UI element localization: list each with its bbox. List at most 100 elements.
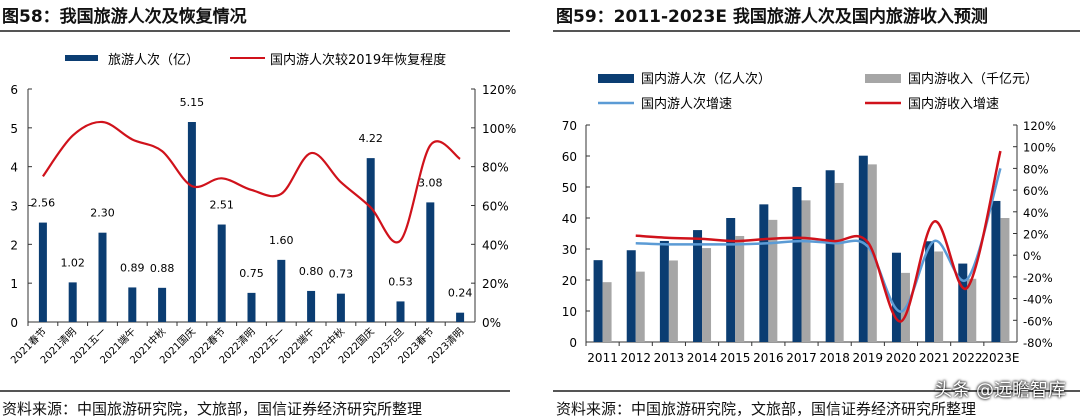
bar-visitors [825,170,835,342]
y2-tick-label: 80% [482,161,509,175]
y2-tick-label: 0% [1023,249,1041,263]
y-tick-label: 70 [562,119,577,133]
bar-visitors [925,241,935,342]
bar-data-label: 1.60 [269,234,294,247]
bar-data-label: 3.08 [418,176,443,189]
left-footer-divider [0,390,510,392]
left-chart-title: 图58：我国旅游人次及恢复情况 [2,7,247,27]
bar-visitors [759,204,769,342]
bar-data-label: 2.51 [209,199,234,212]
bar-visitors [958,263,968,342]
y-tick-label: 10 [562,305,577,319]
y-tick-label: 3 [10,200,18,214]
bar-revenue [834,182,844,342]
y-tick-label: 2 [10,238,18,252]
x-tick-label: 2022 [952,351,983,365]
right-footer-divider [553,390,1080,392]
line-series-visitor-growth [635,168,1002,313]
bar-revenue [801,200,811,342]
line-series-recovery [42,120,461,244]
right-title-divider [553,30,1080,32]
x-tick-label: 2012 [620,351,651,365]
y-tick-label: 6 [10,83,18,97]
bar-visitors [792,187,802,342]
bar-revenue [635,271,645,342]
x-tick-label: 2017 [786,351,817,365]
y-tick-label: 50 [562,181,577,195]
legend-label: 国内游收入（千亿元） [908,71,1038,87]
bar [98,232,107,322]
legend-label: 国内游人次（亿人次） [641,71,771,87]
y2-tick-label: 120% [482,83,516,97]
x-tick-label: 2015 [720,351,751,365]
y2-tick-label: -20% [1023,271,1053,285]
bar-visitors [693,230,703,342]
x-tick-label: 2013 [654,351,685,365]
line-series-revenue-growth [635,150,1002,323]
x-tick-label: 2016 [753,351,784,365]
bar [366,158,375,322]
bar-visitors [891,252,901,342]
x-tick-label: 2018 [819,351,850,365]
y-tick-label: 40 [562,212,577,226]
x-tick-label: 2014 [687,351,718,365]
x-tick-label: 2011 [587,351,618,365]
bar-data-label: 0.75 [239,267,264,280]
y-tick-label: 60 [562,150,577,164]
y2-tick-label: 40% [482,238,509,252]
bar-revenue [602,282,612,342]
right-chart-title: 图59：2011-2023E 我国旅游人次及国内旅游收入预测 [556,7,988,27]
bar-data-label: 5.15 [180,96,205,109]
bar-data-label: 0.24 [448,287,473,300]
bar-data-label: 4.22 [358,132,383,145]
y-tick-label: 4 [10,161,18,175]
bar-visitors [626,250,636,342]
y-tick-label: 30 [562,243,577,257]
bar [158,287,167,322]
bar [247,292,256,322]
bar-data-label: 2.56 [31,197,56,210]
bar-revenue [668,260,678,342]
legend-label: 国内游收入增速 [908,96,999,112]
bar [336,293,345,322]
legend-swatch-bar [65,55,98,61]
bar-revenue [702,248,712,342]
legend-label: 旅游人次（亿） [108,52,199,68]
bar [68,282,77,322]
bar [128,287,137,322]
bar-data-label: 2.30 [90,207,115,220]
bar [217,224,226,322]
right-chart: 0 10 20 30 40 50 60 70 -80% -60% -40% -20% 0% 20% 40% 6… [562,71,1056,365]
bar-data-label: 1.02 [60,256,85,269]
x-tick-label: 2020 [886,351,917,365]
bar [307,290,316,322]
bar-revenue [967,278,977,342]
y2-tick-label: -80% [1023,336,1053,350]
y2-tick-label: 100% [1023,141,1056,155]
bar [187,122,196,322]
y2-tick-label: 0% [482,316,501,330]
bar-revenue [768,219,778,342]
legend-label: 国内游人次较2019年恢复程度 [270,52,446,68]
bar-revenue [934,251,944,342]
bar-visitors [991,200,1001,342]
bar-visitors [593,260,603,342]
y-tick-label: 20 [562,274,577,288]
y2-tick-label: 20% [482,277,509,291]
y2-tick-label: -60% [1023,314,1053,328]
left-chart: 01234560%20%40%60%80%100%120%2.562021春节1… [8,52,516,366]
y2-tick-label: 20% [1023,228,1049,242]
bar-revenue [1000,218,1010,342]
bar [38,222,47,322]
y2-tick-label: 40% [1023,206,1049,220]
x-tick-label: 2021 [919,351,950,365]
y-tick-label: 0 [569,336,577,350]
bar-data-label: 0.73 [329,268,354,281]
bar [456,312,465,322]
y-tick-label: 1 [10,277,18,291]
y2-tick-label: 120% [1023,119,1056,133]
bar [426,202,435,322]
bar-data-label: 0.88 [150,262,175,275]
y2-tick-label: 80% [1023,162,1049,176]
left-source-note: 资料来源：中国旅游研究院，文旅部，国信证券经济研究所整理 [2,400,423,418]
